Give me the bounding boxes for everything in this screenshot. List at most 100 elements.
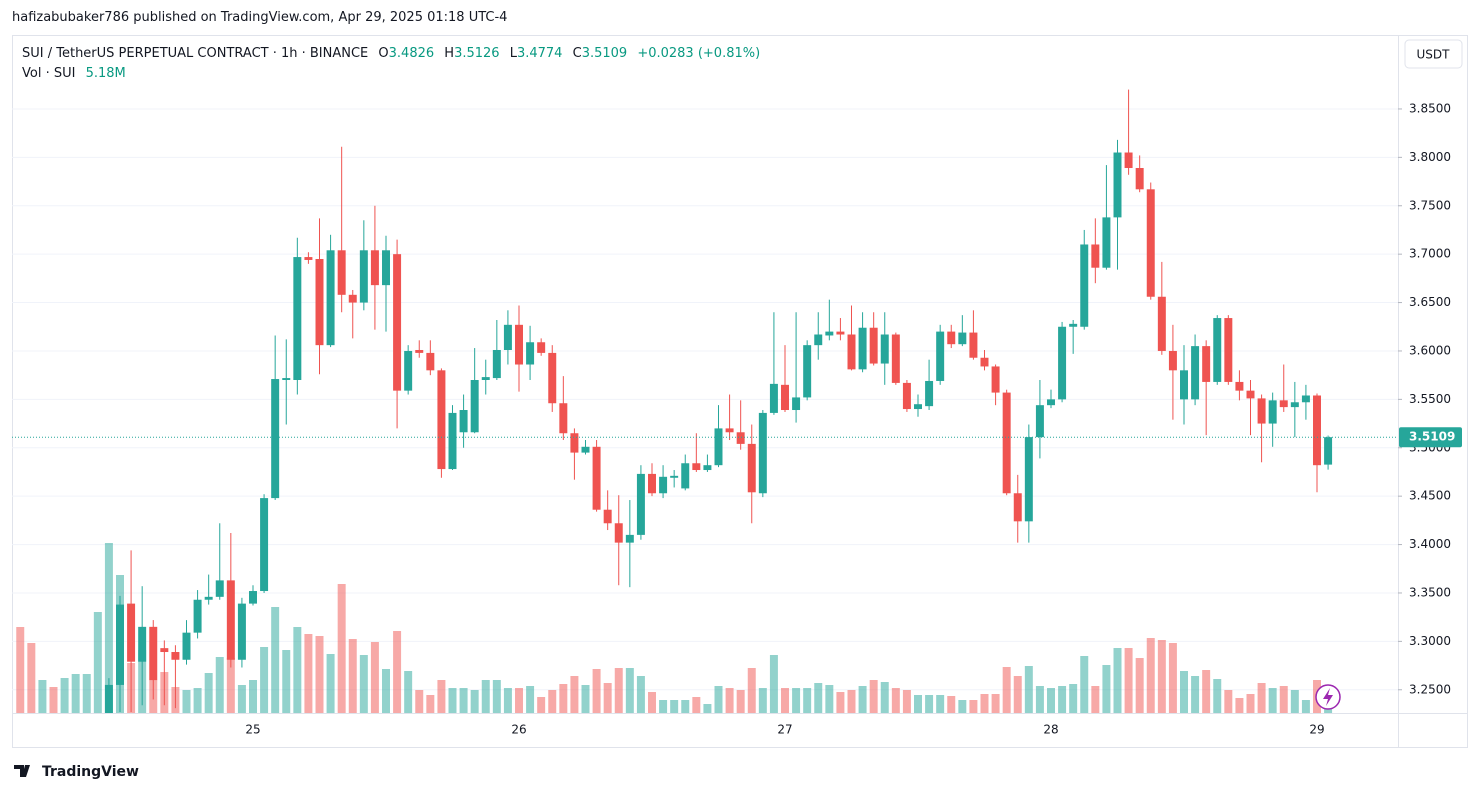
ohlc-letter: O — [378, 46, 389, 61]
volume-bar — [902, 690, 911, 713]
candle-body — [38, 738, 46, 743]
volume-bar — [1069, 684, 1078, 713]
candle-body — [249, 591, 257, 604]
change: +0.0283 (+0.81%) — [637, 46, 761, 61]
volume-bar — [49, 687, 58, 713]
volume-bar — [692, 697, 701, 713]
volume-bar — [437, 680, 446, 713]
candle-body — [1268, 400, 1277, 424]
volume-bar — [337, 584, 346, 713]
y-tick-label: 3.3500 — [1409, 585, 1451, 599]
y-tick-label: 3.8000 — [1409, 150, 1451, 164]
candle-body — [880, 334, 889, 364]
candle-body — [470, 380, 479, 433]
candle-body — [492, 349, 501, 379]
candle-body — [138, 626, 147, 662]
y-tick-label: 3.7000 — [1409, 247, 1451, 261]
candle-body — [1246, 390, 1255, 399]
volume-bar — [215, 657, 224, 713]
volume-bar — [581, 685, 590, 713]
candle-body — [636, 473, 645, 535]
candle-body — [747, 443, 756, 493]
y-tick-label: 3.8500 — [1409, 101, 1451, 115]
candle-body — [1091, 244, 1100, 268]
currency-button[interactable] — [1404, 39, 1463, 69]
volume-bar — [1035, 686, 1044, 713]
volume-bar — [526, 686, 535, 713]
volume-bar — [282, 650, 291, 713]
candle-body — [1002, 392, 1011, 494]
candle-body — [160, 648, 169, 653]
ohlc-value: 3.5126 — [454, 46, 500, 61]
ohlc-letter: H — [444, 46, 455, 61]
volume-bar — [426, 695, 435, 713]
volume-bar — [803, 688, 812, 713]
candle-body — [581, 446, 590, 453]
volume-bar — [1290, 690, 1299, 713]
volume-bar — [382, 669, 390, 713]
candle-body — [271, 379, 280, 499]
volume-bar — [714, 686, 723, 713]
volume-bar — [648, 692, 656, 713]
candle-body — [1180, 370, 1188, 400]
candle-body — [769, 383, 778, 413]
volume-bar — [1213, 679, 1222, 713]
candle-body — [404, 350, 413, 391]
candle-body — [1058, 326, 1067, 400]
volume-bar — [293, 627, 302, 713]
candle-body — [703, 465, 712, 471]
volume-bar — [858, 686, 867, 713]
volume-bar — [559, 684, 568, 713]
volume-bar — [393, 631, 402, 713]
volume-bar — [1257, 683, 1266, 713]
axes: 3.25003.30003.35003.40003.45003.50003.55… — [245, 101, 1462, 737]
candle-body — [237, 603, 246, 660]
candle-body — [1146, 189, 1155, 297]
volume-bar — [781, 688, 789, 713]
candle-body — [625, 534, 634, 543]
volume-value: 5.18M — [85, 66, 126, 81]
volume-bar — [370, 642, 379, 713]
volume-bar — [1091, 686, 1100, 713]
volume-bar — [925, 695, 934, 713]
candle-body — [127, 603, 136, 662]
candle-body — [1047, 399, 1055, 406]
volume-bar — [1224, 690, 1233, 713]
volume-bar — [548, 690, 557, 713]
volume-bar — [193, 688, 202, 713]
volume-bar — [1124, 648, 1133, 713]
candle-body — [337, 250, 346, 295]
volume-bar — [1235, 698, 1244, 713]
volume-bar — [769, 655, 778, 713]
candle-body — [193, 599, 202, 633]
candle-body — [1013, 493, 1022, 522]
volume-bar — [991, 694, 1000, 713]
volume-bar — [359, 655, 368, 713]
y-tick-label: 3.6500 — [1409, 295, 1451, 309]
candle-body — [526, 342, 535, 365]
candle-body — [537, 342, 546, 353]
candle-body — [1124, 152, 1133, 169]
candles — [12, 89, 1398, 743]
candle-body — [548, 352, 557, 404]
volume-bar — [249, 680, 257, 713]
y-tick-label: 3.3000 — [1409, 634, 1451, 648]
volume-bar — [104, 543, 113, 713]
volume-bar — [570, 676, 579, 713]
publish-header: hafizabubaker786 published on TradingVie… — [12, 10, 508, 25]
y-tick-label: 3.6000 — [1409, 343, 1451, 357]
candle-body — [104, 684, 113, 713]
candle-body — [614, 523, 623, 543]
volume-bar — [1246, 694, 1255, 713]
volume-bar — [448, 688, 457, 713]
candle-body — [1313, 395, 1321, 466]
volume-bar — [60, 678, 69, 713]
alert-bolt — [1323, 688, 1333, 706]
ohlc-value: 3.4774 — [516, 46, 563, 61]
y-tick-label: 3.2500 — [1409, 682, 1451, 696]
candle-body — [1035, 405, 1044, 438]
candle-body — [736, 432, 745, 444]
candle-body — [393, 254, 402, 391]
candle-body — [83, 732, 91, 736]
